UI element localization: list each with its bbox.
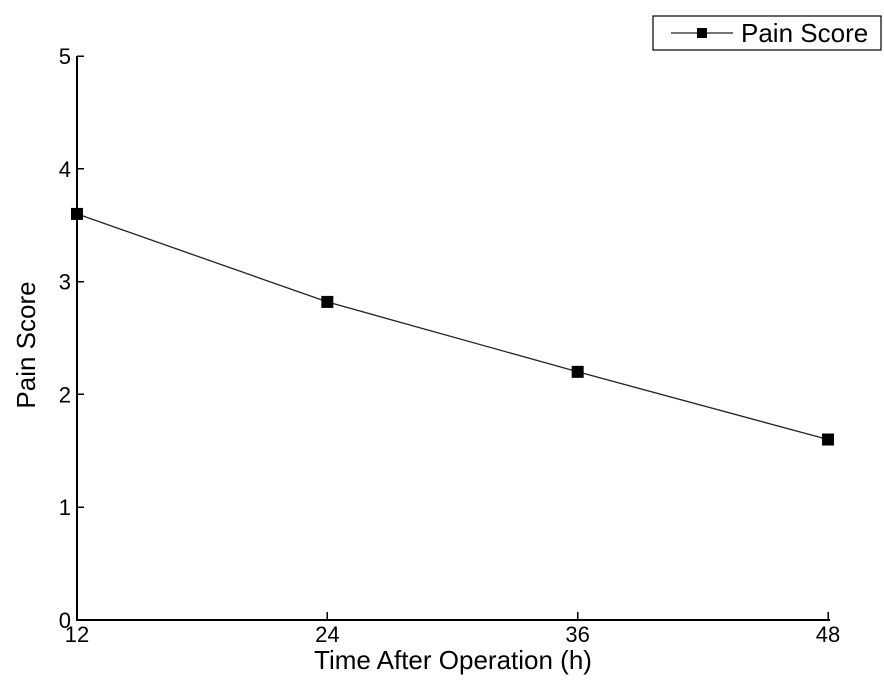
y-tick-label: 1 bbox=[59, 495, 71, 520]
series bbox=[71, 207, 834, 446]
series-line bbox=[76, 213, 829, 441]
x-axis-title: Time After Operation (h) bbox=[314, 645, 592, 675]
legend-box bbox=[652, 15, 882, 51]
data-point-marker bbox=[571, 365, 584, 378]
y-tick-label: 2 bbox=[59, 382, 71, 407]
legend-marker-swatch bbox=[697, 28, 707, 38]
x-tick-label: 12 bbox=[65, 622, 89, 647]
data-point-marker bbox=[321, 295, 334, 308]
data-point-marker bbox=[71, 207, 83, 220]
legend-label: Pain Score bbox=[741, 18, 868, 48]
y-tick-label: 5 bbox=[59, 44, 71, 69]
y-tick-label: 0 bbox=[59, 608, 71, 633]
data-point-marker bbox=[822, 433, 834, 446]
y-tick-label: 4 bbox=[59, 157, 71, 182]
y-axis-title: Pain Score bbox=[11, 281, 41, 408]
axes bbox=[76, 56, 830, 621]
legend: Pain Score bbox=[652, 15, 882, 51]
x-tick-label: 36 bbox=[565, 622, 589, 647]
y-tick-label: 3 bbox=[59, 270, 71, 295]
x-tick-label: 48 bbox=[816, 622, 840, 647]
y-ticks: 0 1 2 3 4 5 bbox=[59, 44, 84, 633]
x-tick-label: 24 bbox=[315, 622, 339, 647]
x-ticks: 12 24 36 48 bbox=[65, 612, 840, 647]
